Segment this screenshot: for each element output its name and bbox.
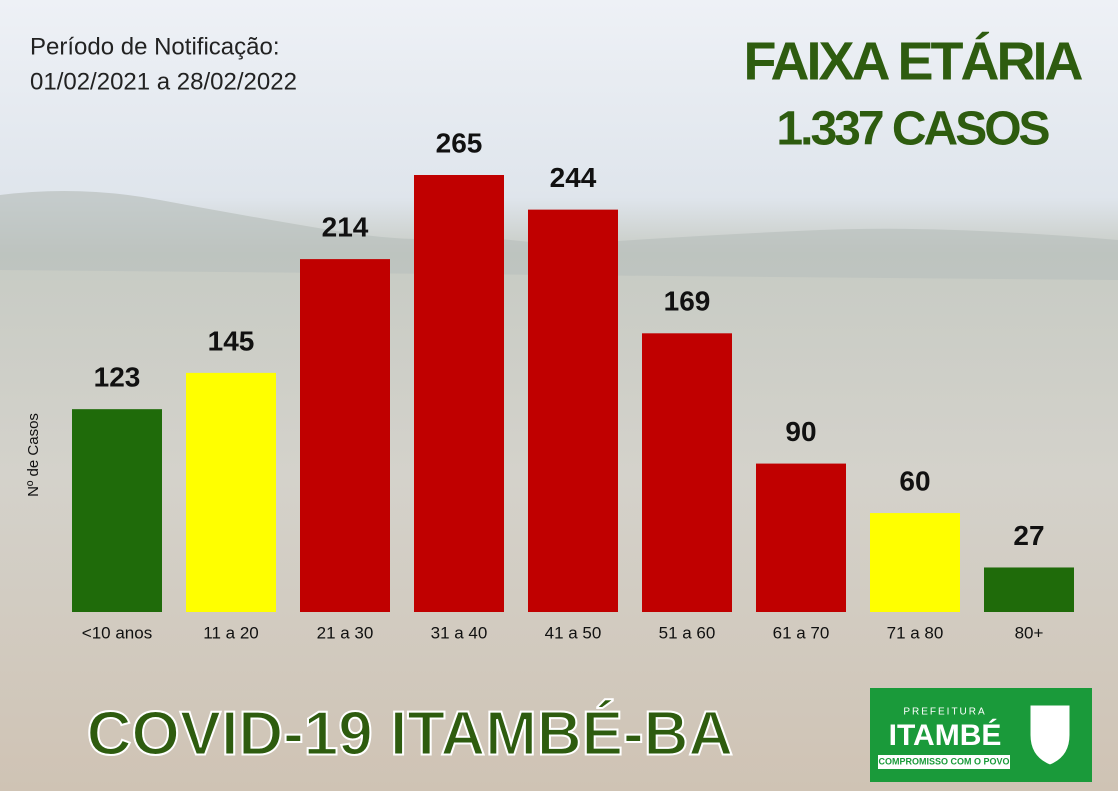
- data-label: 90: [785, 416, 816, 447]
- data-label: 214: [322, 211, 369, 242]
- bar: [186, 372, 276, 612]
- bar: [300, 259, 390, 612]
- x-tick-label: 61 a 70: [773, 623, 830, 642]
- hills: [0, 191, 1118, 280]
- footer-title: COVID-19 ITAMBÉ-BA: [87, 699, 733, 768]
- bar: [870, 513, 960, 612]
- bar: [642, 333, 732, 612]
- x-tick-label: <10 anos: [82, 623, 152, 642]
- y-axis-label: Nº de Casos: [25, 413, 42, 497]
- logo-slogan-box: [878, 755, 1010, 769]
- data-label: 123: [94, 362, 141, 393]
- data-label: 169: [664, 286, 711, 317]
- chart-title: FAIXA ETÁRIA: [743, 31, 1082, 91]
- data-label: 244: [550, 162, 597, 193]
- x-tick-label: 41 a 50: [545, 623, 602, 642]
- bar: [72, 409, 162, 612]
- period: 01/02/2021 a 28/02/2022: [30, 68, 297, 95]
- logo-name: ITAMBÉ: [889, 718, 1002, 752]
- bar: [756, 463, 846, 612]
- data-label: 265: [436, 127, 483, 158]
- x-tick-label: 80+: [1015, 623, 1044, 642]
- data-label: 145: [208, 325, 255, 356]
- logo: PREFEITURA ITAMBÉ COMPROMISSO COM O POVO: [870, 688, 1092, 782]
- data-label: 60: [899, 465, 930, 496]
- bar: [528, 209, 618, 612]
- x-tick-label: 71 a 80: [887, 623, 944, 642]
- bar: [414, 175, 504, 612]
- x-tick-label: 11 a 20: [203, 623, 258, 642]
- data-label: 27: [1013, 520, 1044, 551]
- period-label: Período de Notificação:: [30, 33, 279, 60]
- x-tick-label: 31 a 40: [431, 623, 488, 642]
- x-tick-label: 21 a 30: [317, 623, 374, 642]
- x-tick-label: 51 a 60: [659, 623, 716, 642]
- logo-top: PREFEITURA: [903, 707, 986, 718]
- logo-slogan: COMPROMISSO COM O POVO: [878, 756, 1009, 766]
- chart-subtitle: 1.337 CASOS: [776, 103, 1049, 156]
- logo-crest: [1029, 704, 1071, 766]
- bar: [984, 567, 1074, 612]
